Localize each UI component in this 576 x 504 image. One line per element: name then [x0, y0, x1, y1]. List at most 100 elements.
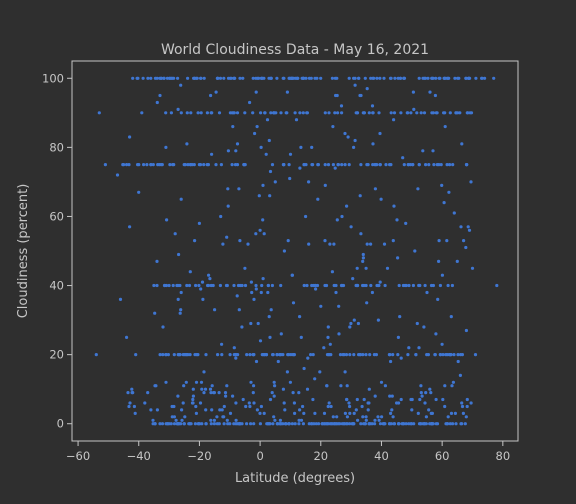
data-point [419, 111, 423, 115]
data-point [473, 353, 478, 357]
data-point [200, 280, 205, 284]
data-point [311, 397, 315, 402]
data-point [438, 283, 442, 288]
data-point [202, 163, 206, 167]
data-point [179, 290, 183, 295]
data-point [210, 384, 214, 388]
data-point [336, 111, 340, 115]
data-point [204, 422, 208, 426]
data-point [412, 422, 416, 426]
data-point [235, 142, 240, 146]
data-point [127, 404, 131, 409]
data-point [326, 404, 330, 409]
data-point [302, 366, 306, 371]
data-point [348, 422, 352, 426]
data-point [154, 384, 158, 388]
data-point [337, 332, 341, 336]
data-point [445, 239, 449, 243]
data-point [297, 422, 301, 426]
data-point [495, 283, 499, 288]
data-point [417, 76, 421, 80]
data-point [424, 163, 428, 167]
data-point [232, 346, 236, 350]
data-point [234, 418, 238, 422]
data-point [480, 76, 484, 80]
data-point [309, 76, 313, 80]
data-point [194, 411, 198, 415]
data-point [268, 397, 273, 402]
data-point [206, 163, 210, 167]
data-point [449, 315, 453, 319]
data-point [237, 187, 241, 191]
data-point [375, 163, 379, 167]
data-point [281, 76, 285, 80]
data-point [232, 353, 236, 357]
data-point [343, 163, 347, 167]
data-point [460, 401, 464, 405]
data-point [215, 415, 219, 419]
data-point [409, 111, 413, 115]
data-point [446, 415, 450, 419]
data-point [447, 190, 451, 194]
data-point [209, 391, 213, 395]
data-point [234, 149, 238, 153]
data-point [349, 321, 353, 326]
data-point [231, 394, 235, 398]
data-point [160, 422, 165, 426]
data-point [274, 111, 278, 115]
data-point [209, 418, 213, 422]
data-point [433, 93, 437, 98]
data-point [151, 163, 155, 167]
data-point [353, 138, 357, 143]
data-point [345, 397, 349, 402]
data-point [194, 404, 198, 409]
data-point [403, 283, 407, 288]
data-point [228, 411, 233, 415]
data-point [314, 422, 318, 426]
data-point [165, 218, 169, 222]
data-point [205, 111, 209, 115]
data-point [396, 76, 400, 80]
data-point [335, 76, 339, 80]
data-point [373, 418, 377, 422]
data-point [342, 353, 346, 357]
data-point [378, 280, 382, 284]
data-point [275, 76, 279, 80]
data-point [185, 283, 189, 288]
x-tick-label: 0 [256, 449, 263, 463]
data-point [388, 163, 392, 167]
data-point [437, 163, 441, 167]
data-point [269, 308, 273, 312]
data-point [483, 76, 487, 80]
data-point [466, 225, 470, 229]
data-point [177, 252, 181, 257]
data-point [309, 353, 313, 357]
data-point [355, 397, 359, 402]
data-point [449, 411, 454, 415]
data-point [208, 387, 213, 391]
data-point [332, 242, 336, 246]
data-point [445, 422, 450, 426]
data-point [326, 163, 331, 167]
data-point [316, 163, 320, 167]
data-point [182, 353, 187, 357]
data-point [461, 411, 465, 415]
data-point [320, 422, 324, 426]
data-point [255, 408, 259, 412]
data-point [356, 418, 360, 422]
data-point [222, 422, 226, 426]
x-tick-label: 80 [496, 449, 511, 463]
data-point [161, 353, 165, 357]
data-point [373, 187, 377, 191]
data-point [186, 76, 190, 80]
data-point [332, 422, 336, 426]
data-point [422, 111, 427, 115]
data-point [172, 353, 176, 357]
data-point [203, 387, 208, 391]
data-point [278, 418, 282, 422]
data-point [283, 408, 287, 412]
data-point [293, 111, 297, 115]
data-point [345, 422, 349, 426]
data-point [199, 76, 203, 80]
data-point [194, 380, 199, 384]
